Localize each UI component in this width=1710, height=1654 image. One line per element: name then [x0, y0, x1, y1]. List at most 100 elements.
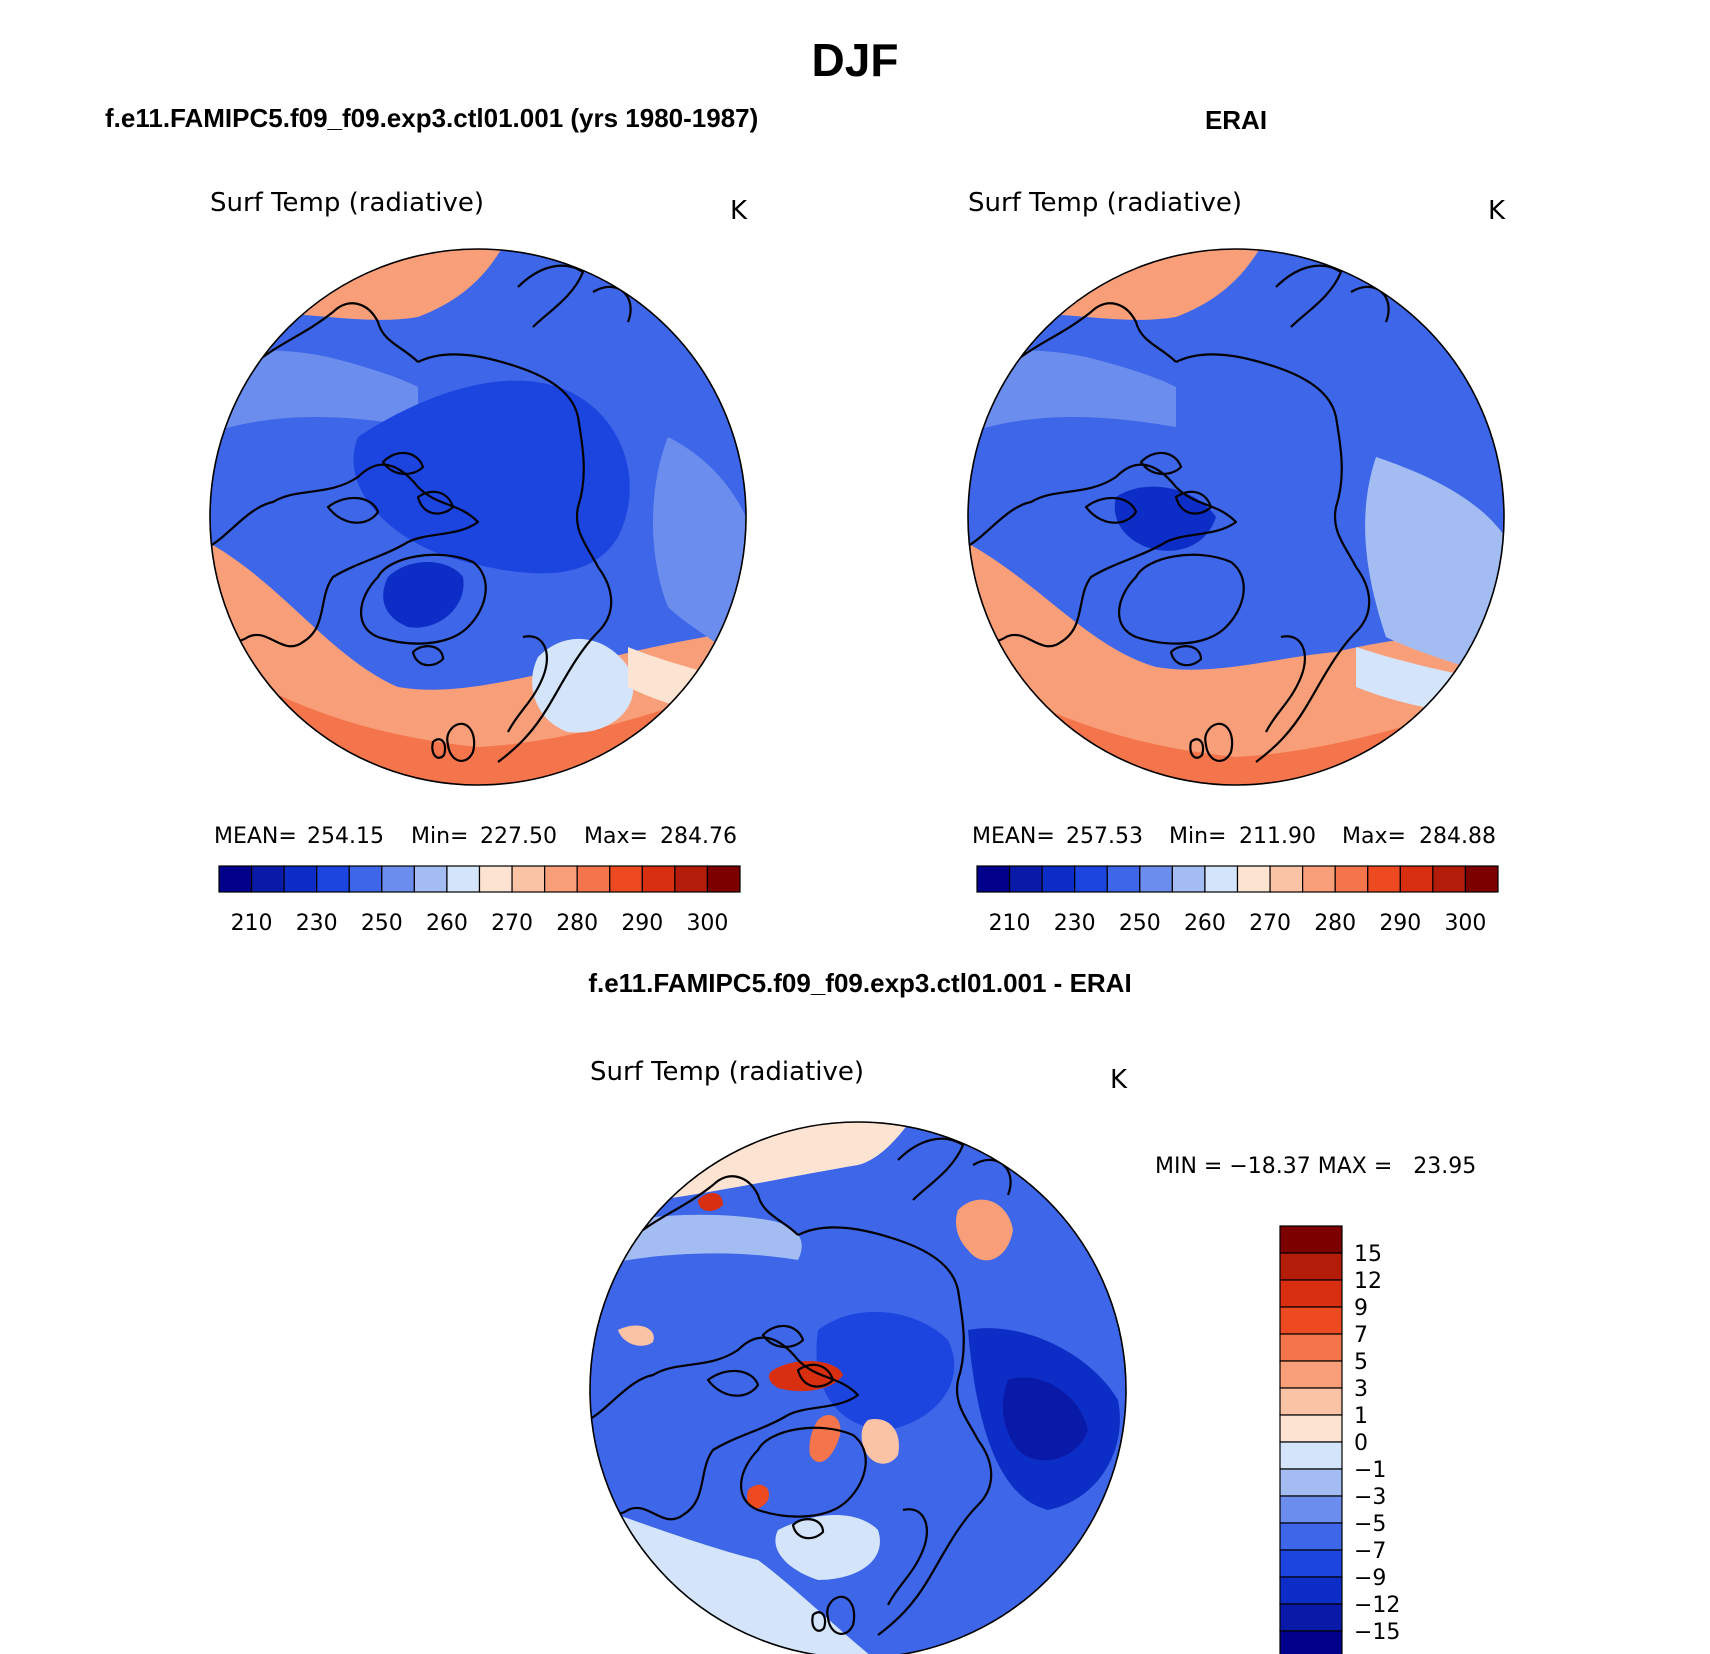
diff-colorbar-tick-label: −5	[1354, 1512, 1386, 1537]
diff-colorbar-swatch	[1279, 1306, 1343, 1335]
obs-colorbar-tick-label: 210	[989, 911, 1031, 936]
diff-colorbar-tick-label: −15	[1354, 1620, 1400, 1645]
diff-colorbar-swatch	[1279, 1225, 1343, 1254]
obs-colorbar-swatch	[1432, 865, 1467, 893]
model-colorbar-swatch	[413, 865, 448, 893]
model-colorbar-swatch	[316, 865, 350, 893]
model-colorbar-swatch	[381, 865, 415, 893]
diff-colorbar-tick-label: −1	[1354, 1458, 1386, 1483]
obs-max-value: 284.88	[1419, 824, 1496, 849]
diff-colorbar-swatch	[1279, 1522, 1343, 1551]
model-heading: f.e11.FAMIPC5.f09_f09.exp3.ctl01.001 (yr…	[105, 103, 758, 133]
figure-title: DJF	[812, 34, 899, 86]
diff-panel: f.e11.FAMIPC5.f09_f09.exp3.ctl01.001 - E…	[588, 968, 1476, 1654]
diff-colorbar-tick-label: −3	[1354, 1485, 1386, 1510]
model-map-rim	[209, 248, 747, 786]
obs-min-label: Min=	[1169, 824, 1226, 849]
diff-colorbar-swatch	[1279, 1441, 1343, 1470]
model-min-label: Min=	[411, 824, 468, 849]
diff-colorbar-swatch	[1279, 1387, 1343, 1416]
obs-mean-label: MEAN=	[972, 824, 1055, 849]
obs-mean-value: 257.53	[1066, 824, 1143, 849]
obs-colorbar-tick-label: 280	[1314, 911, 1356, 936]
obs-panel: ERAI Surf Temp (radiative) K MEAN= 257.5…	[967, 105, 1506, 936]
diff-colorbar-tick-label: 7	[1354, 1323, 1368, 1348]
obs-min-value: 211.90	[1239, 824, 1316, 849]
diff-colorbar-swatch	[1279, 1279, 1343, 1308]
model-colorbar-tick-label: 260	[426, 911, 468, 936]
model-colorbar-swatch	[674, 865, 709, 893]
diff-colorbar-tick-label: 12	[1354, 1269, 1382, 1294]
obs-map-rim	[967, 248, 1505, 786]
model-mean-label: MEAN=	[214, 824, 297, 849]
obs-colorbar: 210 230 250 260 270 280 290 300	[976, 865, 1499, 936]
obs-colorbar-swatch	[1008, 865, 1043, 893]
diff-colorbar-swatch	[1279, 1252, 1343, 1281]
obs-colorbar-tick-label: 290	[1379, 911, 1421, 936]
model-colorbar-tick-label: 270	[491, 911, 533, 936]
model-colorbar-swatch	[576, 865, 611, 893]
diff-colorbar-swatch	[1279, 1549, 1343, 1578]
model-colorbar-swatch	[250, 865, 285, 893]
diff-colorbar-tick-label: −7	[1354, 1539, 1386, 1564]
model-polar-map	[210, 249, 746, 785]
model-colorbar-swatch	[218, 865, 253, 893]
model-colorbar-swatch	[348, 865, 383, 893]
model-colorbar-tick-label: 210	[231, 911, 273, 936]
diff-colorbar-tick-label: 9	[1354, 1296, 1368, 1321]
diff-minmax-readout: MIN = −18.37 MAX = 23.95	[1155, 1154, 1476, 1179]
diff-colorbar-swatch	[1279, 1333, 1343, 1362]
model-max-label: Max=	[584, 824, 648, 849]
diff-map-rim	[589, 1121, 1127, 1654]
model-colorbar-tick-label: 230	[296, 911, 338, 936]
obs-colorbar-swatch	[1334, 865, 1369, 893]
obs-colorbar-swatch	[1171, 865, 1206, 893]
model-colorbar-tick-label: 250	[361, 911, 403, 936]
model-colorbar-tick-label: 280	[556, 911, 598, 936]
model-colorbar-swatch	[446, 865, 481, 893]
model-mean-value: 254.15	[307, 824, 384, 849]
obs-colorbar-tick-label: 270	[1249, 911, 1291, 936]
model-colorbar: 210 230 250 260 270 280 290 300	[218, 865, 741, 936]
obs-colorbar-tick-label: 260	[1184, 911, 1226, 936]
model-panel: f.e11.FAMIPC5.f09_f09.exp3.ctl01.001 (yr…	[105, 103, 758, 936]
obs-max-label: Max=	[1342, 824, 1406, 849]
diff-colorbar-tick-label: 0	[1354, 1431, 1368, 1456]
diff-units-label: K	[1110, 1065, 1128, 1095]
obs-colorbar-swatch	[1204, 865, 1239, 893]
model-variable-label: Surf Temp (radiative)	[210, 188, 484, 218]
diff-colorbar-swatch	[1279, 1603, 1343, 1632]
obs-colorbar-tick-label: 230	[1054, 911, 1096, 936]
obs-colorbar-swatch	[1236, 865, 1271, 893]
diff-colorbar-tick-label: 15	[1354, 1242, 1382, 1267]
diff-variable-label: Surf Temp (radiative)	[590, 1057, 864, 1087]
obs-colorbar-swatch	[1106, 865, 1141, 893]
diff-colorbar-tick-label: −9	[1354, 1566, 1386, 1591]
diff-colorbar-swatch	[1279, 1495, 1343, 1524]
diff-colorbar-tick-label: 5	[1354, 1350, 1368, 1375]
model-colorbar-swatch	[609, 865, 643, 893]
model-colorbar-swatch	[706, 865, 741, 893]
diff-colorbar-swatch	[1279, 1468, 1343, 1497]
model-colorbar-tick-label: 290	[621, 911, 663, 936]
diff-colorbar-tick-label: −12	[1354, 1593, 1400, 1618]
obs-colorbar-swatch	[1139, 865, 1173, 893]
obs-colorbar-tick-label: 300	[1444, 911, 1486, 936]
diff-colorbar-swatch	[1279, 1576, 1343, 1605]
diff-colorbar-swatch	[1279, 1414, 1343, 1443]
model-colorbar-tick-label: 300	[686, 911, 728, 936]
model-colorbar-swatch	[641, 865, 676, 893]
obs-colorbar-swatch	[1367, 865, 1401, 893]
model-colorbar-swatch	[511, 865, 546, 893]
model-max-value: 284.76	[660, 824, 737, 849]
model-colorbar-swatch	[283, 865, 318, 893]
obs-heading: ERAI	[1205, 105, 1267, 135]
diff-heading: f.e11.FAMIPC5.f09_f09.exp3.ctl01.001 - E…	[588, 968, 1131, 998]
model-min-value: 227.50	[480, 824, 557, 849]
obs-colorbar-swatch	[1399, 865, 1434, 893]
obs-colorbar-swatch	[1464, 865, 1499, 893]
obs-colorbar-swatch	[976, 865, 1011, 893]
obs-colorbar-tick-label: 250	[1119, 911, 1161, 936]
